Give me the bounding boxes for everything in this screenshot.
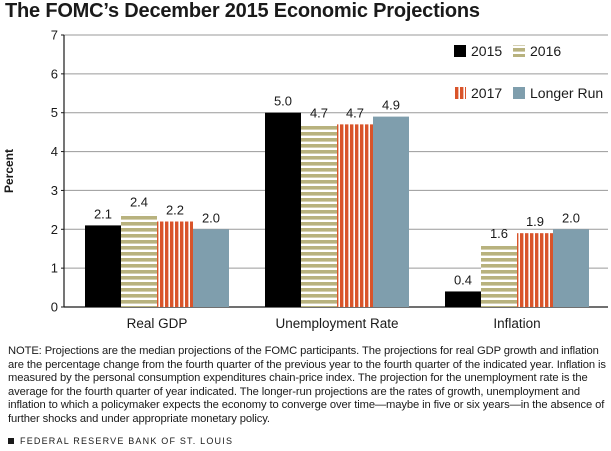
data-label: 2.0 bbox=[562, 210, 580, 225]
data-label: 4.7 bbox=[310, 105, 328, 120]
x-axis-labels: Real GDP Unemployment Rate Inflation bbox=[127, 316, 541, 331]
x-category-label: Inflation bbox=[493, 316, 540, 331]
bar bbox=[157, 221, 193, 307]
bar bbox=[553, 229, 589, 307]
legend-swatch bbox=[513, 45, 525, 57]
bar bbox=[193, 229, 229, 307]
data-label: 2.4 bbox=[130, 195, 148, 210]
chart-title: The FOMC’s December 2015 Economic Projec… bbox=[5, 0, 480, 22]
bar bbox=[301, 124, 337, 307]
y-tick-label: 1 bbox=[51, 261, 58, 276]
legend-swatch bbox=[454, 45, 466, 57]
legend-label: 2016 bbox=[530, 43, 561, 59]
bar-chart: 0 1 2 3 4 5 6 7 2.1 2.4 2.2 2.0 5.0 4.7 4.7 4.9 0.4 1.6 1… bbox=[2, 28, 608, 331]
y-tick-label: 6 bbox=[51, 66, 58, 81]
chart-note: NOTE: Projections are the median project… bbox=[8, 345, 606, 425]
data-label: 2.0 bbox=[202, 210, 220, 225]
y-tick-label: 0 bbox=[51, 300, 58, 315]
y-tick-label: 7 bbox=[51, 28, 58, 43]
bar bbox=[481, 244, 517, 307]
y-tick-label: 4 bbox=[51, 144, 58, 159]
legend-label: 2015 bbox=[471, 43, 502, 59]
data-label: 0.4 bbox=[454, 272, 472, 287]
legend-swatch bbox=[513, 87, 525, 99]
data-labels: 2.1 2.4 2.2 2.0 5.0 4.7 4.7 4.9 0.4 1.6 1.9 2.0 bbox=[94, 94, 580, 288]
bar bbox=[373, 116, 409, 307]
data-label: 1.9 bbox=[526, 214, 544, 229]
bar bbox=[85, 225, 121, 307]
bar bbox=[265, 112, 301, 307]
legend: 2015 2016 2017 Longer Run bbox=[454, 43, 603, 101]
bars bbox=[85, 112, 589, 307]
source-text: FEDERAL RESERVE BANK OF ST. LOUIS bbox=[20, 436, 234, 446]
data-label: 1.6 bbox=[490, 226, 508, 241]
y-tick-label: 3 bbox=[51, 183, 58, 198]
x-category-label: Real GDP bbox=[127, 316, 188, 331]
bar bbox=[445, 291, 481, 307]
legend-label: Longer Run bbox=[530, 85, 603, 101]
data-label: 2.2 bbox=[166, 203, 184, 218]
square-bullet-icon bbox=[8, 437, 14, 444]
source-footer: FEDERAL RESERVE BANK OF ST. LOUIS bbox=[8, 436, 233, 446]
data-label: 4.7 bbox=[346, 105, 364, 120]
data-label: 4.9 bbox=[382, 98, 400, 113]
bar bbox=[337, 124, 373, 307]
data-label: 5.0 bbox=[274, 94, 292, 109]
bar bbox=[121, 213, 157, 307]
data-label: 2.1 bbox=[94, 206, 112, 221]
y-tick-label: 5 bbox=[51, 105, 58, 120]
legend-swatch bbox=[454, 87, 466, 99]
y-tick-label: 2 bbox=[51, 222, 58, 237]
legend-label: 2017 bbox=[471, 85, 502, 101]
bar bbox=[517, 233, 553, 307]
y-axis-title: Percent bbox=[2, 149, 16, 193]
x-category-label: Unemployment Rate bbox=[275, 316, 398, 331]
